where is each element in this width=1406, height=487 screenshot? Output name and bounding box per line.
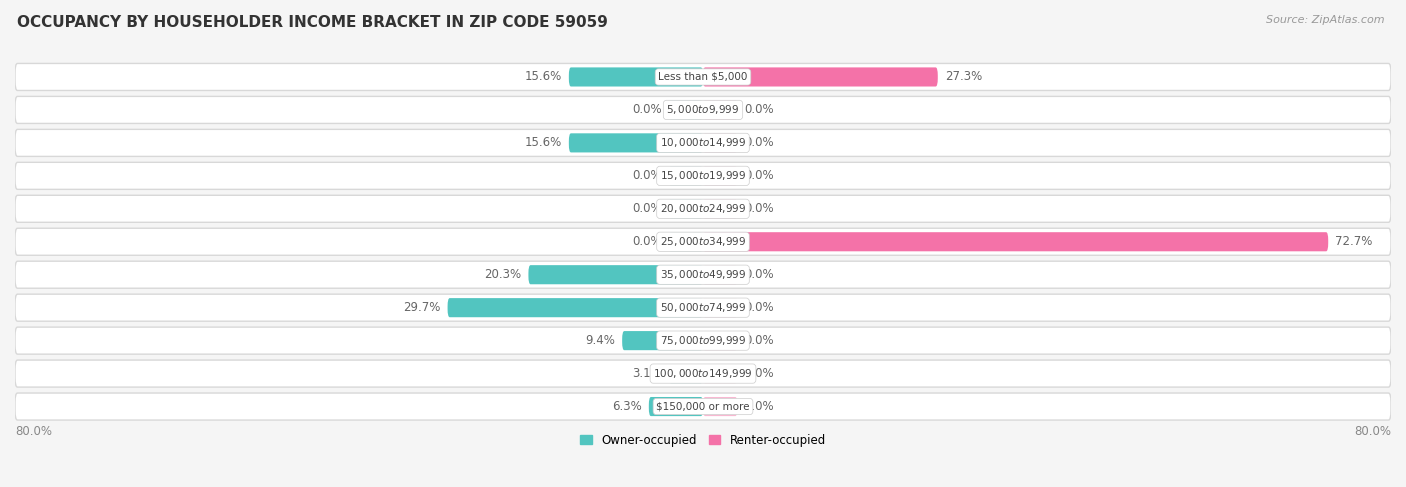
Text: 15.6%: 15.6% [524, 136, 562, 150]
Text: 27.3%: 27.3% [945, 71, 981, 83]
Text: Source: ZipAtlas.com: Source: ZipAtlas.com [1267, 15, 1385, 25]
FancyBboxPatch shape [703, 397, 737, 416]
Text: 0.0%: 0.0% [744, 103, 773, 116]
Text: 80.0%: 80.0% [1354, 425, 1391, 438]
FancyBboxPatch shape [569, 133, 703, 152]
FancyBboxPatch shape [669, 364, 703, 383]
FancyBboxPatch shape [447, 298, 703, 317]
FancyBboxPatch shape [703, 166, 737, 186]
FancyBboxPatch shape [15, 96, 1391, 123]
FancyBboxPatch shape [15, 360, 1391, 387]
Text: 0.0%: 0.0% [633, 169, 662, 182]
Text: 0.0%: 0.0% [633, 202, 662, 215]
Text: 0.0%: 0.0% [633, 103, 662, 116]
Text: 0.0%: 0.0% [744, 268, 773, 281]
Text: $10,000 to $14,999: $10,000 to $14,999 [659, 136, 747, 150]
Text: 80.0%: 80.0% [15, 425, 52, 438]
Text: 20.3%: 20.3% [485, 268, 522, 281]
Text: $5,000 to $9,999: $5,000 to $9,999 [666, 103, 740, 116]
FancyBboxPatch shape [703, 100, 737, 119]
FancyBboxPatch shape [529, 265, 703, 284]
Text: 0.0%: 0.0% [744, 301, 773, 314]
Text: $50,000 to $74,999: $50,000 to $74,999 [659, 301, 747, 314]
FancyBboxPatch shape [703, 199, 737, 218]
FancyBboxPatch shape [703, 232, 1329, 251]
Text: $100,000 to $149,999: $100,000 to $149,999 [654, 367, 752, 380]
Text: 0.0%: 0.0% [633, 235, 662, 248]
Text: $150,000 or more: $150,000 or more [657, 402, 749, 412]
Text: $25,000 to $34,999: $25,000 to $34,999 [659, 235, 747, 248]
Legend: Owner-occupied, Renter-occupied: Owner-occupied, Renter-occupied [575, 429, 831, 452]
FancyBboxPatch shape [15, 228, 1391, 255]
Text: 15.6%: 15.6% [524, 71, 562, 83]
Text: 9.4%: 9.4% [585, 334, 616, 347]
FancyBboxPatch shape [15, 130, 1391, 156]
FancyBboxPatch shape [15, 195, 1391, 222]
FancyBboxPatch shape [669, 199, 703, 218]
Text: $20,000 to $24,999: $20,000 to $24,999 [659, 202, 747, 215]
FancyBboxPatch shape [15, 63, 1391, 91]
FancyBboxPatch shape [623, 331, 703, 350]
FancyBboxPatch shape [569, 67, 703, 87]
Text: $75,000 to $99,999: $75,000 to $99,999 [659, 334, 747, 347]
Text: 0.0%: 0.0% [744, 367, 773, 380]
Text: 6.3%: 6.3% [612, 400, 643, 413]
Text: 29.7%: 29.7% [404, 301, 440, 314]
FancyBboxPatch shape [703, 298, 737, 317]
FancyBboxPatch shape [703, 133, 737, 152]
Text: $35,000 to $49,999: $35,000 to $49,999 [659, 268, 747, 281]
Text: 0.0%: 0.0% [744, 136, 773, 150]
FancyBboxPatch shape [15, 162, 1391, 189]
Text: 0.0%: 0.0% [744, 400, 773, 413]
FancyBboxPatch shape [703, 331, 737, 350]
Text: 0.0%: 0.0% [744, 334, 773, 347]
Text: 72.7%: 72.7% [1336, 235, 1372, 248]
Text: 0.0%: 0.0% [744, 202, 773, 215]
FancyBboxPatch shape [703, 265, 737, 284]
FancyBboxPatch shape [15, 393, 1391, 420]
Text: 0.0%: 0.0% [744, 169, 773, 182]
FancyBboxPatch shape [703, 364, 737, 383]
FancyBboxPatch shape [669, 232, 703, 251]
FancyBboxPatch shape [648, 397, 703, 416]
Text: OCCUPANCY BY HOUSEHOLDER INCOME BRACKET IN ZIP CODE 59059: OCCUPANCY BY HOUSEHOLDER INCOME BRACKET … [17, 15, 607, 30]
FancyBboxPatch shape [15, 261, 1391, 288]
FancyBboxPatch shape [15, 327, 1391, 354]
FancyBboxPatch shape [703, 67, 938, 87]
Text: 3.1%: 3.1% [631, 367, 662, 380]
FancyBboxPatch shape [15, 294, 1391, 321]
Text: Less than $5,000: Less than $5,000 [658, 72, 748, 82]
FancyBboxPatch shape [669, 166, 703, 186]
Text: $15,000 to $19,999: $15,000 to $19,999 [659, 169, 747, 182]
FancyBboxPatch shape [669, 100, 703, 119]
